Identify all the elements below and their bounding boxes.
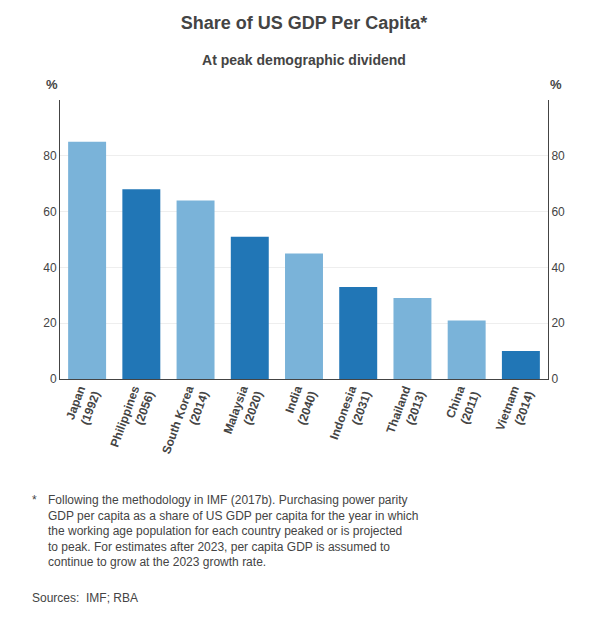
svg-text:Japan(1992): Japan(1992)	[63, 384, 103, 427]
svg-text:20: 20	[551, 316, 565, 330]
svg-text:Vietnam(2014): Vietnam(2014)	[493, 384, 537, 438]
svg-text:0: 0	[50, 372, 57, 386]
svg-text:%: %	[46, 77, 58, 92]
svg-text:%: %	[550, 77, 562, 92]
svg-text:Indonesia(2031): Indonesia(2031)	[327, 384, 374, 447]
svg-text:Sources: IMF; RBA: Sources: IMF; RBA	[32, 591, 138, 605]
svg-text:China(2011): China(2011)	[443, 384, 483, 426]
svg-text:At peak demographic dividend: At peak demographic dividend	[202, 52, 406, 68]
svg-text:Malaysia(2020): Malaysia(2020)	[221, 384, 266, 441]
svg-text:Following the methodology in I: Following the methodology in IMF (2017b)…	[48, 493, 418, 569]
svg-text:Philippines(2056): Philippines(2056)	[107, 384, 157, 455]
svg-text:South Korea(2014): South Korea(2014)	[159, 384, 211, 461]
svg-text:India(2040): India(2040)	[280, 384, 320, 427]
svg-text:80: 80	[43, 149, 57, 163]
svg-text:*: *	[32, 493, 37, 507]
svg-text:Thailand(2013): Thailand(2013)	[384, 384, 429, 440]
svg-text:60: 60	[551, 205, 565, 219]
svg-text:40: 40	[551, 261, 565, 275]
svg-text:20: 20	[43, 316, 57, 330]
svg-text:80: 80	[551, 149, 565, 163]
svg-text:0: 0	[551, 372, 558, 386]
svg-text:Share of US GDP Per Capita*: Share of US GDP Per Capita*	[181, 13, 428, 33]
svg-text:60: 60	[43, 205, 57, 219]
svg-text:40: 40	[43, 261, 57, 275]
